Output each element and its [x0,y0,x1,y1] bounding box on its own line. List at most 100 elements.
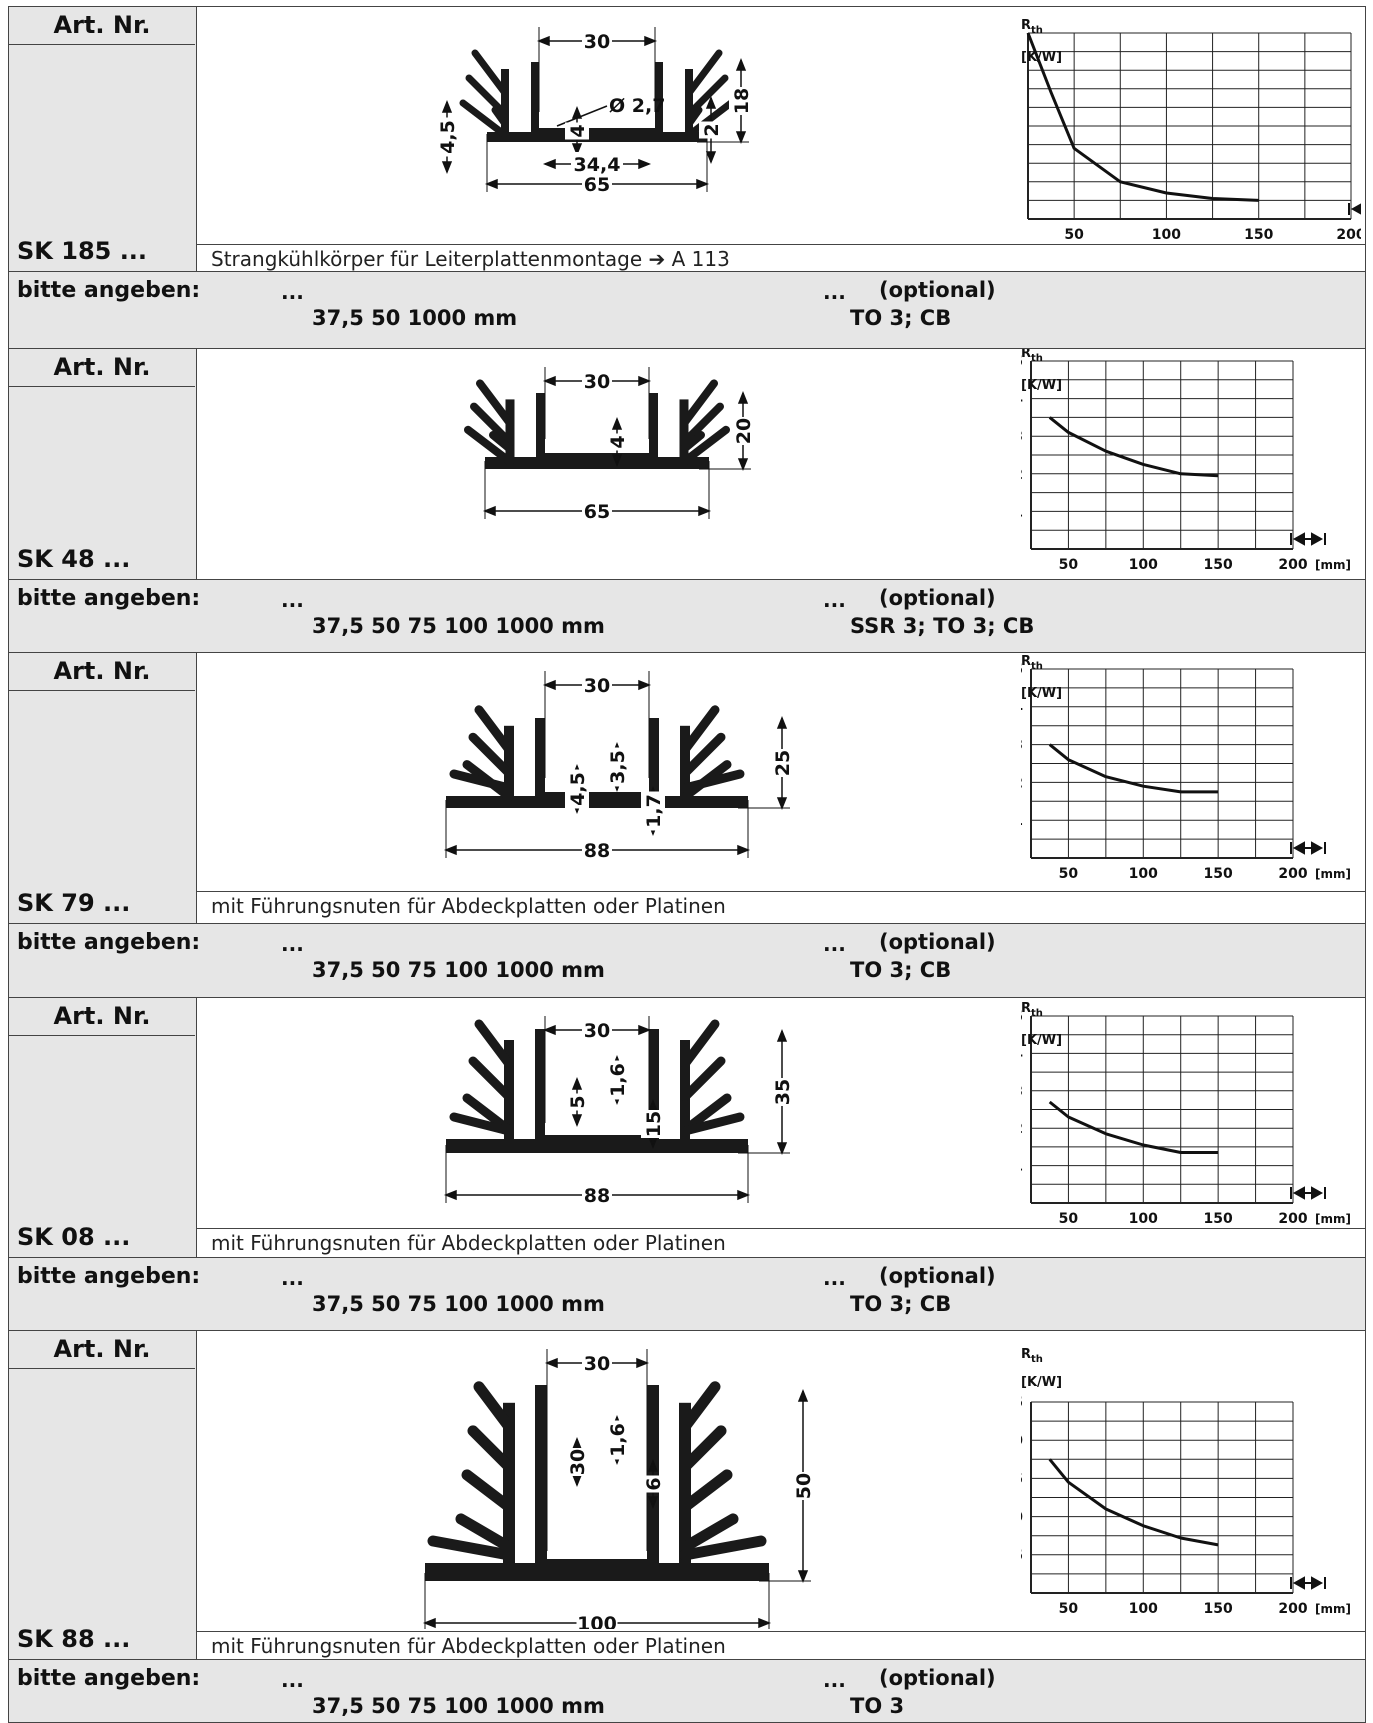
y-tick-label: 2 [1021,775,1023,791]
x-axis-unit: [mm] [1315,867,1351,881]
article-column: Art. Nr. SK 79 ... [9,653,197,923]
length-placeholder: ... [281,280,304,304]
product-block: Art. Nr. SK 79 ... mit Führungsnuten für A… [8,652,1366,924]
available-lengths: 37,5 50 75 100 1000 mm [312,1292,605,1316]
dimension-label: 15 [643,1111,665,1137]
article-column: Art. Nr. SK 48 ... [9,349,197,579]
product-block: Art. Nr.SK 48 ...3065204Rth[K/W]54321501… [8,348,1366,580]
x-tick-label: 200 [1278,557,1307,573]
x-tick-label: 100 [1129,1601,1158,1617]
profile-base-plate [446,796,748,808]
dimension-label: 30 [584,371,610,393]
x-tick-label: 150 [1204,1211,1233,1227]
y-tick-label: 3 [1021,738,1023,754]
order-spec-row: bitte angeben:... 37,5 50 75 100 1000 mm.… [8,1660,1366,1723]
profile-drawing: 30 88 35 1,6 5 15 [443,1016,794,1207]
article-number: SK 79 ... [17,889,131,917]
dimension-label: 4,5 [437,120,459,154]
dimension-label: 2 [701,123,723,136]
article-number: SK 185 ... [17,237,148,265]
dimension-label: 30 [584,31,610,53]
dimension-label: 35 [772,1079,794,1105]
optional-label: (optional) [879,1264,996,1288]
y-tick-label: 1,5 [1021,1471,1023,1487]
y-tick-label: 4 [1021,392,1023,408]
y-axis-unit: [K/W] [1021,378,1062,393]
available-options: TO 3 [850,1694,905,1718]
dimension-label: 50 [793,1473,815,1499]
dimension-label: 20 [733,418,755,444]
optional-label: (optional) [879,278,996,302]
article-column: Art. Nr. SK 185 ... [9,7,197,271]
rth-curve [1048,416,1219,478]
y-axis-unit: [K/W] [1021,50,1062,65]
y-tick-label: 3 [1021,429,1023,445]
dimension-label: 5 [567,1095,589,1108]
order-spec-label: bitte angeben: [17,278,201,303]
dimension-label: 88 [584,1185,610,1207]
product-note: mit Führungsnuten für Abdeckplatten oder… [197,1631,1365,1659]
article-number: SK 08 ... [17,1223,131,1251]
y-axis-label: Rth [1021,1001,1043,1019]
y-axis-unit: [K/W] [1021,1033,1062,1048]
optional-label: (optional) [879,1666,996,1690]
rth-curve [1048,1100,1219,1154]
available-options: TO 3; CB [850,958,952,982]
article-number: SK 88 ... [17,1625,131,1653]
x-tick-label: 100 [1129,866,1158,882]
rth-chart: Rth [K/W] 2,5 2,0 1,5 1,0 0,5 50 100 150 200 [mm] [1021,1347,1351,1617]
option-placeholder: ... [823,1266,846,1290]
length-arrow-icon [1290,1186,1326,1200]
art-nr-header: Art. Nr. [9,7,195,45]
article-column: Art. Nr. SK 88 ... [9,1331,197,1659]
y-tick-label: 1,0 [1021,1510,1023,1526]
length-placeholder: ... [281,1668,304,1692]
available-lengths: 37,5 50 75 100 1000 mm [312,958,605,982]
y-axis-unit: [K/W] [1021,686,1062,701]
available-lengths: 37,5 50 75 100 1000 mm [312,1694,605,1718]
x-tick-label: 50 [1059,866,1079,882]
profile-drawing: 30 100 50 1,6 30 6 [422,1349,815,1629]
dimension-label: 34,4 [574,154,621,176]
y-tick-label: 0,5 [1021,1548,1023,1564]
y-tick-label: 2 [1021,467,1023,483]
y-axis-label: Rth [1021,349,1043,364]
dimension-label: 1,6 [607,1063,629,1097]
order-spec-row: bitte angeben:... 37,5 50 75 100 1000 mm.… [8,924,1366,997]
available-lengths: 37,5 50 75 100 1000 mm [312,614,605,638]
y-tick-label: 5 [1021,1009,1023,1025]
available-options: TO 3; CB [850,306,952,330]
profile-drawing: 30 65 20 4 [464,367,755,523]
x-tick-label: 150 [1244,227,1273,243]
product-note: Strangkühlkörper für Leiterplattenmontag… [197,244,1365,271]
art-nr-header: Art. Nr. [9,349,195,387]
y-tick-label: 5 [1021,662,1023,678]
x-tick-label: 50 [1059,557,1079,573]
dimension-label: 30 [567,1449,589,1475]
dimension-label: 65 [584,174,610,196]
x-tick-label: 100 [1152,227,1181,243]
dimension-label: 30 [584,1020,610,1042]
y-tick-label: 4 [1021,1046,1023,1062]
length-placeholder: ... [281,588,304,612]
dimension-label: 30 [584,1353,610,1375]
art-nr-header: Art. Nr. [9,998,195,1036]
x-axis-unit: [mm] [1315,558,1351,572]
dimension-label: 4 [567,124,589,137]
art-nr-header: Art. Nr. [9,1331,195,1369]
y-tick-label: 1 [1021,504,1023,520]
order-spec-row: bitte angeben:... 37,5 50 75 100 1000 mm.… [8,580,1366,652]
order-spec-label: bitte angeben: [17,1264,201,1289]
rth-curve [1048,743,1219,794]
x-tick-label: 200 [1278,866,1307,882]
dimension-label: 6 [643,1477,665,1490]
dimension-label: Ø 2,7 [609,95,665,117]
order-spec-label: bitte angeben: [17,1666,201,1691]
order-spec-label: bitte angeben: [17,930,201,955]
length-arrow-icon [1290,532,1326,546]
y-tick-label: 4 [1021,700,1023,716]
option-placeholder: ... [823,1668,846,1692]
rth-chart: Rth[K/W]5432150100150200[mm] [1021,349,1351,573]
product-note: mit Führungsnuten für Abdeckplatten oder… [197,891,1365,923]
rth-curve [1048,1458,1219,1547]
